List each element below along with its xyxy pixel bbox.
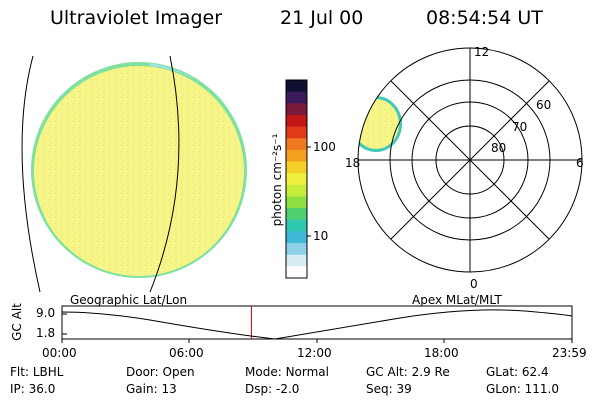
mlt-label-6: 6 bbox=[576, 156, 584, 170]
observation-time: 08:54:54 UT bbox=[426, 7, 543, 29]
color-bar-frame bbox=[285, 79, 308, 279]
lat-label-80: 80 bbox=[491, 141, 507, 155]
geographic-meridian-right bbox=[149, 55, 180, 293]
color-bar-label-100: 100 bbox=[313, 140, 336, 154]
color-bar-segment bbox=[286, 161, 307, 174]
instrument-title: Ultraviolet Imager bbox=[50, 7, 223, 29]
info-flt-value: LBHL bbox=[32, 365, 64, 379]
color-bar-segment bbox=[286, 138, 307, 151]
mlt-label-12: 12 bbox=[474, 45, 490, 59]
info-seq: Seq: 39 bbox=[366, 382, 412, 396]
color-bar-segment bbox=[286, 149, 307, 163]
color-bar-segment bbox=[286, 254, 307, 267]
info-mode-value: Normal bbox=[285, 365, 329, 379]
info-ip: IP: 36.0 bbox=[10, 382, 56, 396]
observation-date: 21 Jul 00 bbox=[280, 7, 364, 29]
timeline-right-title: Apex MLat/MLT bbox=[412, 293, 502, 307]
timeline-xtick-label-00: 00:00 bbox=[42, 346, 77, 360]
color-bar-label-10: 10 bbox=[313, 229, 329, 243]
color-bar-segment bbox=[286, 266, 307, 279]
polar-plot bbox=[357, 47, 583, 273]
info-flt: Flt: LBHL bbox=[10, 365, 64, 379]
info-door: Door: Open bbox=[126, 365, 195, 379]
color-bar bbox=[285, 79, 311, 279]
color-bar-segment bbox=[286, 184, 307, 198]
color-bar-segment bbox=[286, 243, 307, 256]
timeline-xtick-label-2359: 23:59 bbox=[552, 346, 587, 360]
color-bar-segment bbox=[286, 126, 307, 139]
info-glat: GLat: 62.4 bbox=[486, 365, 549, 379]
color-bar-segment bbox=[286, 173, 307, 186]
timeline-xtick-label-06: 06:00 bbox=[169, 346, 204, 360]
timeline-frame bbox=[61, 305, 573, 340]
altitude-curve bbox=[61, 309, 573, 340]
geographic-meridian-left bbox=[21, 55, 41, 293]
mlt-label-0: 0 bbox=[470, 277, 478, 291]
info-door-value: Open bbox=[162, 365, 195, 379]
polar-diagonal-2 bbox=[390, 80, 550, 240]
info-glon: GLon: 111.0 bbox=[486, 382, 559, 396]
color-bar-unit: photon cm⁻²s⁻¹ bbox=[270, 133, 284, 227]
timeline-panel bbox=[61, 305, 573, 343]
info-dsp-value: -2.0 bbox=[275, 382, 300, 396]
timeline-ylabel: GC Alt bbox=[10, 303, 24, 341]
lat-label-70: 70 bbox=[512, 120, 528, 134]
color-bar-segment bbox=[286, 196, 307, 209]
earth-image bbox=[21, 55, 247, 293]
lat-label-60: 60 bbox=[536, 98, 552, 112]
timeline-ytick-label-top: 9.0 bbox=[36, 306, 56, 320]
timeline-xtick-label-18: 18:00 bbox=[424, 346, 459, 360]
color-bar-segment bbox=[286, 103, 307, 116]
color-bar-segment bbox=[286, 208, 307, 221]
info-glon-value: 111.0 bbox=[524, 382, 559, 396]
color-bar-segment bbox=[286, 114, 307, 128]
info-gain-value: 13 bbox=[161, 382, 177, 396]
timeline-left-title: Geographic Lat/Lon bbox=[70, 293, 188, 307]
info-mode: Mode: Normal bbox=[245, 365, 329, 379]
color-bar-segment bbox=[286, 231, 307, 244]
info-dsp: Dsp: -2.0 bbox=[245, 382, 300, 396]
info-gain: Gain: 13 bbox=[126, 382, 177, 396]
info-gc-alt: GC Alt: 2.9 Re bbox=[366, 365, 450, 379]
timeline-ytick-label-bottom: 1.8 bbox=[36, 326, 56, 340]
info-ip-value: 36.0 bbox=[28, 382, 56, 396]
info-seq-value: 39 bbox=[396, 382, 412, 396]
color-bar-segment bbox=[286, 91, 307, 104]
color-bar-segment bbox=[286, 219, 307, 233]
color-bar-segment bbox=[286, 80, 307, 93]
info-glat-value: 62.4 bbox=[521, 365, 549, 379]
mlt-label-18: 18 bbox=[345, 156, 361, 170]
earth-disc bbox=[34, 66, 244, 276]
info-gc-alt-value: 2.9 Re bbox=[411, 365, 450, 379]
timeline-xtick-label-12: 12:00 bbox=[297, 346, 332, 360]
